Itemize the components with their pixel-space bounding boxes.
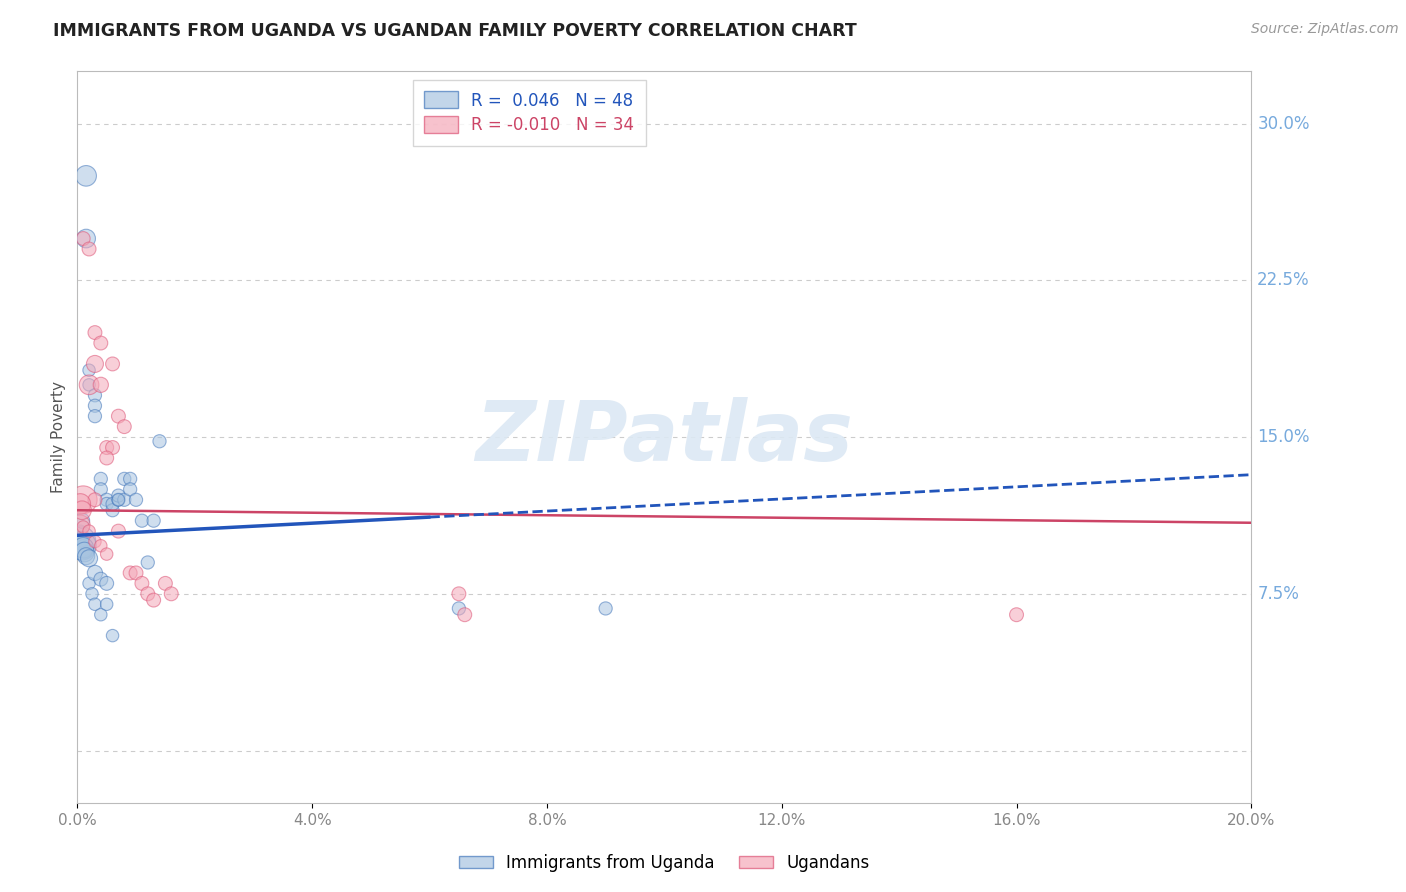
Point — [107, 524, 129, 538]
Point — [90, 572, 112, 586]
Point — [96, 497, 118, 511]
Point — [69, 524, 91, 538]
Point — [73, 545, 96, 559]
Point — [96, 441, 118, 455]
Point — [101, 629, 124, 643]
Point — [155, 576, 177, 591]
Point — [160, 587, 183, 601]
Point — [69, 534, 91, 549]
Point — [447, 587, 470, 601]
Text: 30.0%: 30.0% — [1257, 114, 1310, 133]
Point — [120, 472, 142, 486]
Point — [96, 576, 118, 591]
Point — [77, 551, 100, 566]
Point — [101, 357, 124, 371]
Point — [120, 566, 142, 580]
Point — [80, 587, 103, 601]
Text: 7.5%: 7.5% — [1257, 585, 1299, 603]
Point — [96, 597, 118, 611]
Point — [72, 539, 94, 553]
Point — [107, 492, 129, 507]
Point — [107, 409, 129, 424]
Point — [90, 472, 112, 486]
Point — [101, 497, 124, 511]
Point — [595, 601, 617, 615]
Point — [136, 556, 159, 570]
Point — [84, 388, 107, 402]
Point — [90, 377, 112, 392]
Point — [69, 530, 91, 544]
Point — [90, 483, 112, 497]
Point — [70, 514, 93, 528]
Point — [77, 242, 100, 256]
Point — [96, 547, 118, 561]
Point — [84, 326, 107, 340]
Point — [107, 489, 129, 503]
Point — [70, 503, 93, 517]
Point — [131, 514, 153, 528]
Point — [1005, 607, 1028, 622]
Point — [75, 549, 97, 564]
Text: Source: ZipAtlas.com: Source: ZipAtlas.com — [1251, 22, 1399, 37]
Point — [75, 231, 97, 245]
Point — [125, 492, 148, 507]
Point — [142, 514, 165, 528]
Point — [112, 419, 135, 434]
Point — [84, 566, 107, 580]
Point — [112, 472, 135, 486]
Point — [84, 399, 107, 413]
Legend: Immigrants from Uganda, Ugandans: Immigrants from Uganda, Ugandans — [453, 847, 876, 879]
Point — [148, 434, 170, 449]
Point — [101, 441, 124, 455]
Point — [90, 539, 112, 553]
Point — [69, 517, 91, 532]
Point — [101, 503, 124, 517]
Point — [72, 231, 94, 245]
Point — [84, 357, 107, 371]
Text: 22.5%: 22.5% — [1257, 271, 1310, 289]
Text: IMMIGRANTS FROM UGANDA VS UGANDAN FAMILY POVERTY CORRELATION CHART: IMMIGRANTS FROM UGANDA VS UGANDAN FAMILY… — [53, 22, 858, 40]
Point — [77, 524, 100, 538]
Point — [112, 492, 135, 507]
Point — [142, 593, 165, 607]
Point — [72, 534, 94, 549]
Point — [84, 534, 107, 549]
Point — [75, 545, 97, 559]
Point — [72, 520, 94, 534]
Point — [75, 169, 97, 183]
Point — [69, 497, 91, 511]
Point — [96, 450, 118, 465]
Point — [136, 587, 159, 601]
Point — [120, 483, 142, 497]
Point — [96, 492, 118, 507]
Point — [90, 336, 112, 351]
Point — [72, 492, 94, 507]
Point — [77, 576, 100, 591]
Point — [77, 377, 100, 392]
Point — [131, 576, 153, 591]
Point — [107, 492, 129, 507]
Point — [77, 363, 100, 377]
Point — [77, 377, 100, 392]
Point — [84, 597, 107, 611]
Point — [125, 566, 148, 580]
Text: 15.0%: 15.0% — [1257, 428, 1310, 446]
Point — [70, 539, 93, 553]
Point — [454, 607, 477, 622]
Point — [447, 601, 470, 615]
Y-axis label: Family Poverty: Family Poverty — [51, 381, 66, 493]
Point — [72, 541, 94, 555]
Point — [84, 409, 107, 424]
Text: ZIPatlas: ZIPatlas — [475, 397, 853, 477]
Point — [90, 607, 112, 622]
Point — [84, 492, 107, 507]
